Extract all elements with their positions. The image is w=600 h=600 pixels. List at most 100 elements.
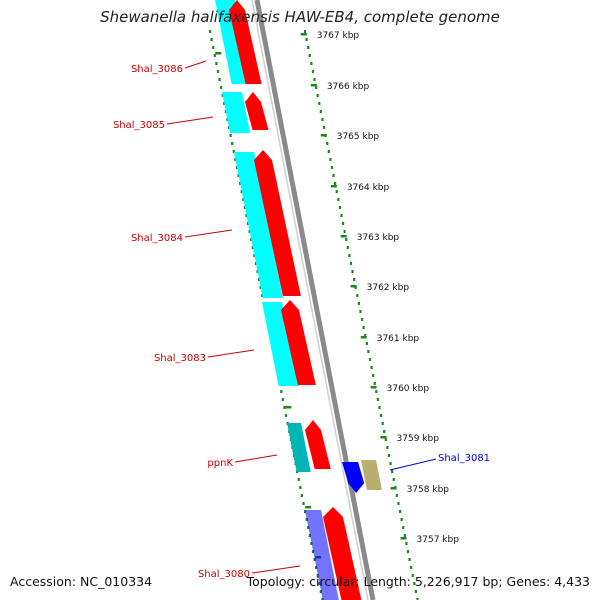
feature-ring-dot: [235, 166, 239, 169]
tick-ring-dot: [337, 198, 340, 201]
feature-ring-dot: [313, 558, 316, 561]
kbp-label: 3761 kbp: [377, 334, 420, 344]
cds-shal-3083: [281, 300, 316, 385]
gene-leader: [234, 454, 278, 463]
gene-leader: [166, 116, 214, 125]
tick-ring-dot: [360, 318, 364, 321]
feature-ring-dot: [245, 214, 248, 217]
tick-ring-dot: [338, 206, 341, 209]
feature-ring-dot: [261, 294, 264, 297]
feature-ring-dot: [242, 198, 245, 201]
feature-tick: [285, 406, 292, 409]
kbp-label: 3763 kbp: [357, 233, 400, 243]
feature-ring-dot: [253, 254, 256, 257]
feature-ring-dot: [231, 142, 234, 145]
feature-ring-dot: [234, 158, 237, 161]
tick-ring-dot: [305, 38, 308, 41]
gene-leader: [184, 229, 233, 238]
tick-ring-dot: [356, 294, 359, 297]
feature-ring-dot: [281, 398, 285, 401]
kbp-label: 3757 kbp: [417, 535, 460, 545]
feature-ring-dot: [232, 150, 235, 153]
tick-ring-dot: [391, 470, 394, 473]
tick-ring-dot: [364, 334, 367, 337]
feature-ring-dot: [229, 134, 232, 137]
tick-ring-dot: [310, 62, 313, 65]
gene-ppnk: [287, 423, 311, 472]
cds-shal-3086: [229, 0, 262, 84]
tick-ring-dot: [321, 118, 324, 121]
feature-ring-dot: [305, 518, 308, 521]
feature-ring-dot: [307, 526, 310, 529]
feature-ring-dot: [220, 86, 223, 89]
tick-ring-dot: [381, 422, 384, 425]
kbp-label: 3762 kbp: [367, 283, 410, 293]
feature-ring-dot: [321, 598, 324, 600]
tick-ring-dot: [357, 302, 360, 305]
kbp-label: 3766 kbp: [327, 82, 370, 92]
tick-ring-dot: [368, 358, 372, 361]
tick-ring-dot: [326, 142, 329, 145]
feature-ring-dot: [251, 246, 254, 249]
cds-shal-3085: [245, 92, 269, 130]
tick-ring-dot: [411, 574, 414, 577]
tick-ring-dot: [367, 350, 370, 353]
tick-ring-dot: [397, 502, 400, 505]
feature-ring-dot: [243, 206, 246, 209]
feature-ring-dot: [250, 238, 253, 241]
kbp-label: 3765 kbp: [337, 132, 380, 142]
tick-ring-dot: [351, 270, 354, 273]
feature-ring-dot: [239, 182, 242, 185]
tick-ring-dot: [379, 414, 383, 417]
gene-shal-3081: [361, 460, 382, 490]
kbp-tick: [310, 84, 317, 87]
feature-ring-dot: [310, 542, 313, 545]
tick-ring-dot: [332, 174, 335, 177]
tick-ring-dot: [362, 326, 365, 329]
kbp-label: 3760 kbp: [387, 384, 430, 394]
feature-tick: [305, 506, 312, 509]
feature-ring-dot: [315, 566, 318, 569]
gene-label: Shal_3081: [438, 453, 490, 464]
genome-summary: Topology: circular; Length: 5,226,917 bp…: [246, 574, 590, 589]
feature-ring-dot: [297, 478, 300, 481]
tick-ring-dot: [370, 366, 373, 369]
tick-ring-dot: [402, 526, 405, 529]
tick-ring-dot: [408, 558, 411, 561]
tick-ring-dot: [329, 158, 332, 161]
tick-ring-dot: [318, 102, 321, 105]
kbp-label: 3764 kbp: [347, 183, 390, 193]
map-title: Shewanella halifaxensis HAW-EB4, complet…: [100, 8, 500, 26]
tick-ring-dot: [353, 278, 356, 281]
tick-ring-dot: [378, 406, 381, 409]
gene-leader: [207, 349, 255, 358]
feature-ring-dot: [316, 574, 319, 577]
gene-shal-3084: [234, 152, 283, 298]
tick-ring-dot: [403, 534, 406, 537]
tick-ring-dot: [343, 230, 346, 233]
feature-tick: [215, 52, 222, 55]
tick-ring-dot: [319, 110, 322, 113]
feature-ring-dot: [299, 486, 302, 489]
feature-ring-dot: [240, 190, 243, 193]
feature-ring-dot: [303, 510, 307, 513]
gene-leader: [251, 565, 301, 574]
cds-ppnk: [305, 420, 331, 469]
cds-shal-3081: [342, 462, 365, 493]
feature-ring-dot: [218, 78, 221, 81]
tick-ring-dot: [405, 542, 408, 545]
tick-ring-dot: [406, 550, 410, 553]
kbp-tick: [300, 33, 307, 36]
tick-ring-dot: [322, 126, 326, 129]
backbone-line: [254, 0, 376, 600]
feature-ring-dot: [284, 414, 288, 417]
tick-ring-dot: [395, 494, 399, 497]
backbone-highlight: [251, 0, 369, 600]
tick-ring-dot: [384, 438, 387, 441]
accession-label: Accession: NC_010334: [10, 574, 153, 589]
tick-ring-dot: [341, 222, 345, 225]
tick-ring-dot: [389, 462, 392, 465]
tick-ring-dot: [413, 582, 416, 585]
gene-shal-3080: [305, 510, 339, 600]
tick-ring-dot: [400, 518, 403, 521]
